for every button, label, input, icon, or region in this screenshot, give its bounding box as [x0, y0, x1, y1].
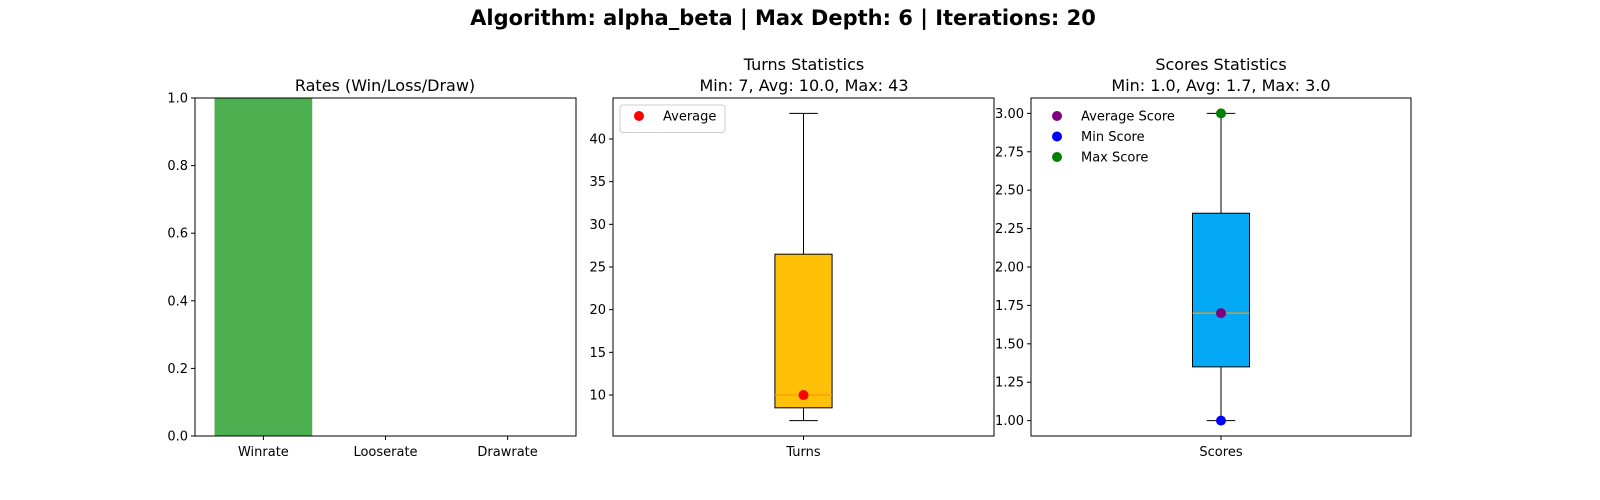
turns-ytick-label: 10	[589, 389, 606, 404]
rates-ytick-label: 0.6	[167, 227, 188, 242]
turns-ytick-label: 30	[589, 218, 606, 233]
149-point-max-score	[1216, 108, 1226, 119]
rates-title: Rates (Win/Loss/Draw)	[295, 76, 475, 95]
turns-marks: Turns 10 15 20 25 30 35 40	[589, 112, 833, 460]
turns-legend-marker	[634, 111, 644, 121]
rates-ytick-label: 0.0	[167, 430, 188, 445]
rates-ytick-label: 0.4	[167, 294, 188, 309]
149-legend-marker	[1052, 111, 1062, 121]
rates-ytick-label: 1.0	[167, 92, 188, 107]
scores-marks: Scores 1.00 1.25 1.50 1.75 2.00 2.25 2.50 2.75 3.…	[995, 107, 1250, 460]
turns-ytick-label: 25	[589, 261, 606, 276]
149-point-average-score	[1216, 308, 1226, 319]
turns-legend-label: Average	[663, 110, 716, 125]
149-ytick-label: 2.50	[995, 184, 1024, 199]
149-ytick-label: 2.25	[995, 222, 1024, 237]
rates-panel: Rates (Win/Loss/Draw) Winrate Looserate Dr…	[167, 76, 577, 461]
149-xtick-label: Scores	[1199, 445, 1242, 460]
turns-box	[774, 253, 833, 409]
rates-xtick-label: Winrate	[238, 445, 289, 460]
149-ytick-label: 1.00	[995, 414, 1024, 429]
rates-xtick-label: Looserate	[353, 445, 417, 460]
149-legend-label: Min Score	[1081, 130, 1145, 145]
turns-panel: Turns Statistics Min: 7, Avg: 10.0, Max:…	[589, 55, 995, 460]
turns-ytick-label: 35	[589, 175, 606, 190]
rates-bar-winrate	[214, 98, 313, 436]
149-ytick-label: 1.75	[995, 299, 1024, 314]
turns-point-average	[798, 390, 809, 401]
turns-ytick-label: 20	[589, 303, 606, 318]
149-ytick-label: 3.00	[995, 107, 1024, 122]
turns-ytick-label: 15	[589, 346, 606, 361]
scores-subtitle: Min: 1.0, Avg: 1.7, Max: 3.0	[1111, 76, 1330, 95]
rates-ytick-label: 0.8	[167, 159, 188, 174]
turns-xtick-label: Turns	[785, 445, 821, 460]
turns-ytick-label: 40	[589, 132, 606, 147]
149-point-min-score	[1216, 415, 1226, 426]
rates-xtick-label: Drawrate	[477, 445, 537, 460]
scores-panel: Scores Statistics Min: 1.0, Avg: 1.7, Ma…	[995, 55, 1412, 460]
149-legend-label: Average Score	[1081, 110, 1175, 125]
scores-title: Scores Statistics	[1155, 55, 1286, 74]
turns-title: Turns Statistics	[743, 55, 864, 74]
149-ytick-label: 2.75	[995, 145, 1024, 160]
rates-marks: Winrate Looserate Drawrate 0.0 0.2 0.4 0.6 0.8 1…	[167, 92, 537, 461]
rates-ytick-label: 0.2	[167, 362, 188, 377]
149-ytick-label: 1.50	[995, 337, 1024, 352]
149-ytick-label: 1.25	[995, 376, 1024, 391]
149-ytick-label: 2.00	[995, 261, 1024, 276]
turns-subtitle: Min: 7, Avg: 10.0, Max: 43	[699, 76, 908, 95]
figure-suptitle: Algorithm: alpha_beta | Max Depth: 6 | I…	[470, 6, 1096, 31]
149-legend-marker	[1052, 131, 1062, 142]
scores-axes-frame	[1030, 97, 1412, 437]
turns-legend-box	[619, 104, 726, 133]
149-legend-marker	[1052, 152, 1062, 162]
149-legend-label: Max Score	[1081, 151, 1148, 166]
scores-legend: Average Score Min Score Max Score	[1052, 110, 1175, 166]
turns-axes-frame	[612, 97, 995, 437]
149-box	[1192, 212, 1250, 368]
turns-legend: Average	[619, 104, 726, 133]
rates-axes-frame	[194, 97, 577, 437]
